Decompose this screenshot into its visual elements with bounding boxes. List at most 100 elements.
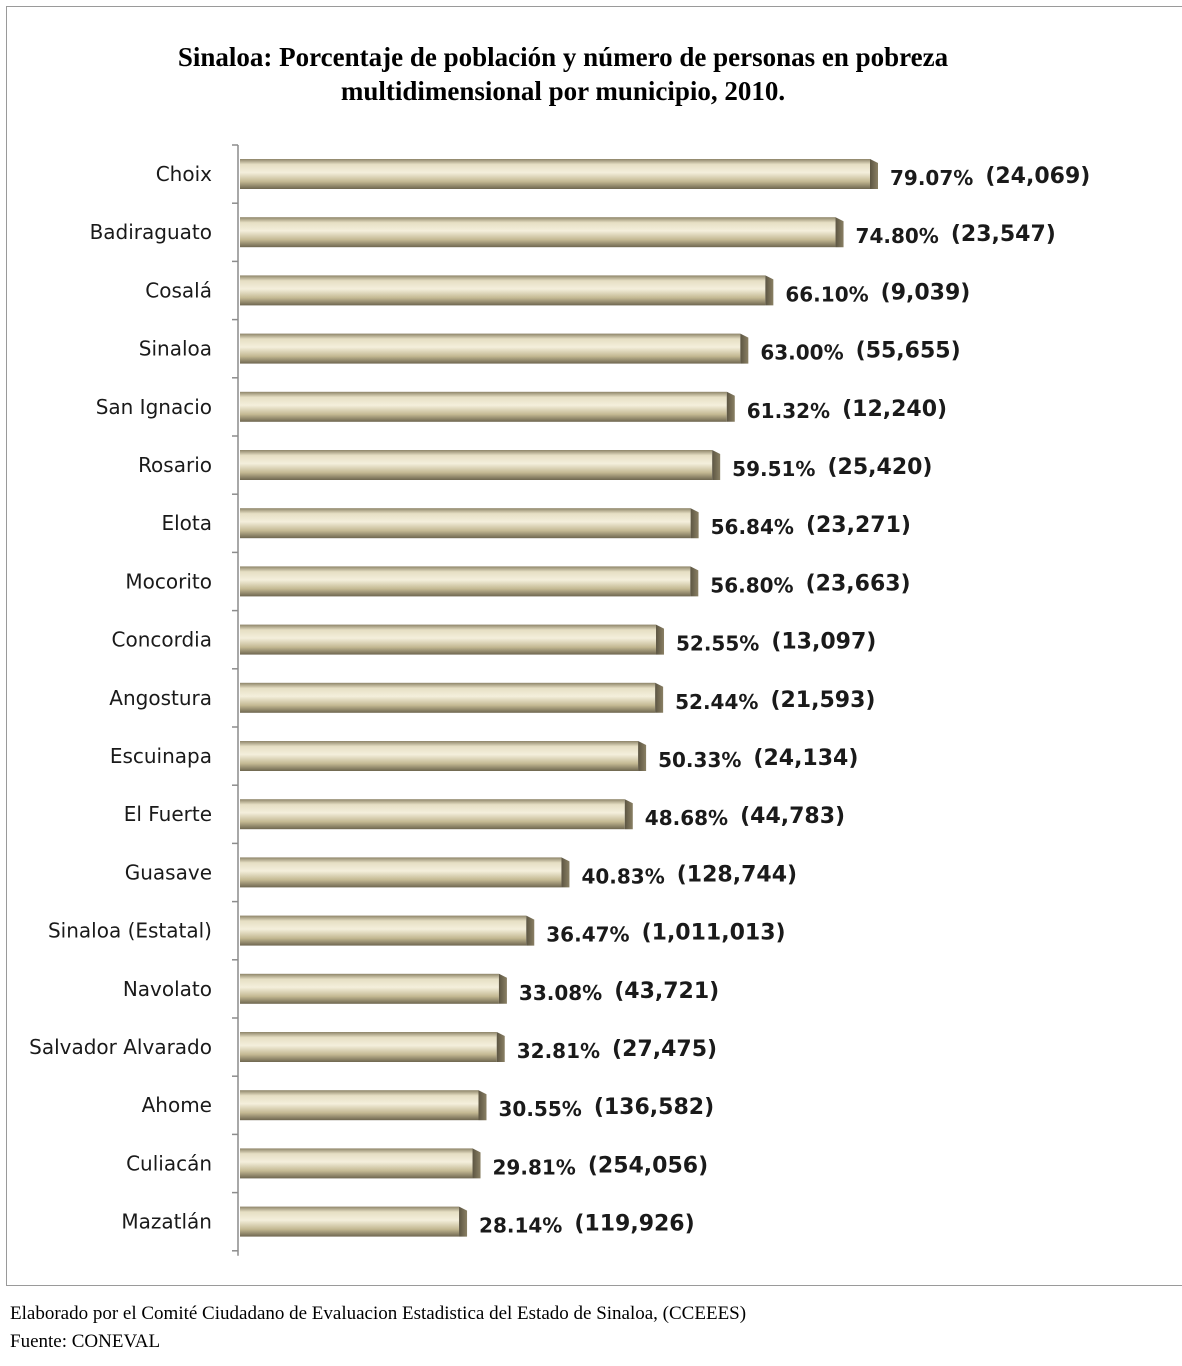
- bar-cap: [655, 682, 664, 713]
- percent-label: 59.51%: [732, 457, 815, 481]
- bar: [240, 799, 633, 830]
- percent-label: 29.81%: [493, 1155, 576, 1179]
- bar: [240, 391, 735, 422]
- bar: [240, 1206, 468, 1237]
- bar-body: [240, 450, 713, 480]
- percent-label: 30.55%: [499, 1097, 582, 1121]
- bar-body: [240, 799, 625, 830]
- category-label: Salvador Alvarado: [29, 1035, 212, 1059]
- bar-body: [240, 915, 527, 946]
- bar: [240, 973, 507, 1004]
- bar-body: [240, 741, 639, 771]
- bar-cap: [740, 333, 749, 364]
- bar-body: [240, 508, 691, 539]
- bar-cap: [478, 1090, 487, 1121]
- category-label: El Fuerte: [124, 802, 212, 826]
- people-label: (136,582): [594, 1095, 714, 1120]
- bar-cap: [690, 566, 699, 597]
- people-label: (9,039): [881, 280, 971, 305]
- people-label: (21,593): [770, 688, 875, 713]
- people-label: (23,547): [951, 222, 1056, 247]
- percent-label: 52.55%: [676, 632, 759, 656]
- bar-cap: [712, 450, 721, 480]
- percent-label: 52.44%: [675, 690, 758, 714]
- category-label: Mazatlán: [121, 1210, 212, 1234]
- bar-chart: Choix 79.07% (24,069) Badiraguato 74.80% (23,…: [29, 144, 1090, 1256]
- percent-label: 61.32%: [747, 399, 830, 423]
- bar: [240, 624, 665, 655]
- people-label: (13,097): [771, 630, 876, 655]
- category-label: Angostura: [109, 686, 212, 710]
- percent-label: 66.10%: [785, 282, 868, 306]
- category-label: Elota: [161, 511, 212, 535]
- bar-cap: [496, 1032, 505, 1062]
- people-label: (24,134): [753, 746, 858, 771]
- people-label: (23,663): [806, 571, 911, 596]
- bar-body: [240, 159, 870, 189]
- bar: [240, 159, 878, 189]
- people-label: (254,056): [588, 1153, 708, 1178]
- people-label: (119,926): [574, 1212, 694, 1237]
- people-label: (25,420): [827, 455, 932, 480]
- category-label: Sinaloa (Estatal): [48, 919, 212, 943]
- bar-body: [240, 1148, 473, 1179]
- bars: [240, 159, 878, 1237]
- bar-body: [240, 566, 691, 597]
- bar-cap: [835, 217, 844, 248]
- people-label: (128,744): [677, 862, 797, 887]
- category-label: Concordia: [112, 628, 213, 652]
- percent-label: 32.81%: [517, 1039, 600, 1063]
- category-label: Culiacán: [126, 1151, 212, 1175]
- percent-label: 33.08%: [519, 981, 602, 1005]
- bar-cap: [656, 624, 665, 655]
- category-label: Rosario: [138, 453, 212, 477]
- category-label: Badiraguato: [90, 220, 212, 244]
- people-label: (12,240): [842, 397, 947, 422]
- bar-cap: [726, 391, 735, 422]
- bar: [240, 1090, 487, 1121]
- bar-cap: [498, 973, 507, 1004]
- bar-body: [240, 217, 836, 248]
- footer-credit: Elaborado por el Comité Ciudadano de Eva…: [10, 1303, 747, 1324]
- bar-cap: [870, 159, 878, 189]
- bar: [240, 333, 749, 364]
- bar-cap: [526, 915, 535, 946]
- category-label: Sinaloa: [139, 337, 212, 361]
- people-label: (43,721): [614, 979, 719, 1004]
- percent-label: 40.83%: [581, 864, 664, 888]
- category-label: Cosalá: [145, 278, 212, 302]
- bar: [240, 508, 699, 539]
- bar-body: [240, 682, 656, 713]
- bar: [240, 275, 774, 306]
- people-label: (1,011,013): [642, 921, 786, 946]
- category-label: Choix: [156, 162, 212, 186]
- percent-label: 48.68%: [645, 806, 728, 830]
- bar: [240, 915, 535, 946]
- bar-body: [240, 624, 657, 655]
- bar-body: [240, 857, 562, 888]
- percent-label: 28.14%: [479, 1214, 562, 1238]
- bar-body: [240, 1032, 497, 1062]
- bar-cap: [561, 857, 570, 888]
- bar: [240, 1032, 505, 1062]
- bar-body: [240, 275, 766, 306]
- bar-body: [240, 333, 741, 364]
- category-label: Escuinapa: [110, 744, 212, 768]
- category-label: Navolato: [123, 977, 212, 1001]
- bar-body: [240, 1206, 460, 1237]
- labels: Choix 79.07% (24,069) Badiraguato 74.80% (23,…: [29, 162, 1090, 1238]
- bar-cap: [459, 1206, 468, 1237]
- bar-cap: [638, 741, 647, 771]
- bar-cap: [624, 799, 633, 830]
- footer: Elaborado por el Comité Ciudadano de Eva…: [10, 1300, 746, 1356]
- bar-cap: [765, 275, 774, 306]
- percent-label: 56.84%: [711, 515, 794, 539]
- footer-source: Fuente: CONEVAL: [10, 1331, 161, 1352]
- chart-title: Sinaloa: Porcentaje de población y númer…: [177, 42, 949, 106]
- category-label: San Ignacio: [96, 395, 212, 419]
- bar: [240, 682, 664, 713]
- percent-label: 74.80%: [856, 224, 939, 248]
- bar-cap: [690, 508, 699, 539]
- category-label: Guasave: [125, 860, 212, 884]
- people-label: (24,069): [985, 164, 1090, 189]
